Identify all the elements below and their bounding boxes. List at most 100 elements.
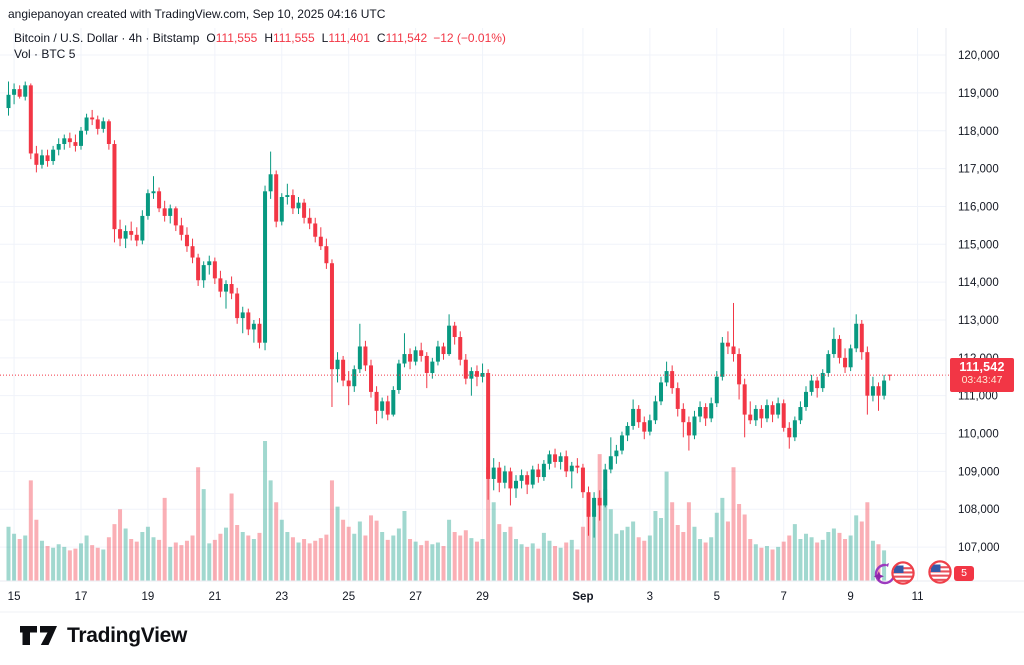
candle-body <box>168 208 173 216</box>
volume-label: Vol · BTC <box>14 47 66 61</box>
price-scale-label: 107,000 <box>958 542 1000 554</box>
candle-body <box>313 223 318 237</box>
candle-body <box>497 467 502 483</box>
time-scale-label: 29 <box>476 591 489 603</box>
volume-bar <box>441 546 446 581</box>
volume-bar <box>614 533 619 581</box>
candle-body <box>274 174 279 222</box>
volume-bar <box>346 526 351 581</box>
open-label: O <box>206 31 216 45</box>
candle-body <box>408 354 413 362</box>
candle-body <box>257 323 262 343</box>
candle-body <box>73 142 78 146</box>
sparkle-replay-icon[interactable] <box>872 561 898 587</box>
grid-layer <box>0 28 946 581</box>
volume-bar <box>725 521 730 581</box>
candle-body <box>770 405 775 415</box>
volume-bar <box>642 540 647 581</box>
candle-body <box>307 217 312 224</box>
candle-body <box>240 312 245 319</box>
volume-bar <box>408 539 413 581</box>
volume-bar <box>536 548 541 581</box>
candle-body <box>887 374 892 376</box>
volume-bar <box>502 532 507 581</box>
volume-bar <box>870 540 875 581</box>
tradingview-logo[interactable]: TradingView <box>18 622 187 650</box>
candle-body <box>112 144 117 230</box>
volume-bar <box>39 540 44 581</box>
candle-body <box>28 85 33 154</box>
volume-bar <box>681 532 686 581</box>
volume-bar <box>56 544 61 581</box>
volume-bar <box>129 539 134 581</box>
candle-body <box>558 456 563 462</box>
candle-body <box>129 231 134 235</box>
volume-bar <box>636 537 641 581</box>
price-scale-label: 114,000 <box>958 277 999 289</box>
volume-bar <box>497 524 502 581</box>
volume-bar <box>547 540 552 581</box>
candle-body <box>859 323 864 353</box>
candle-body <box>514 480 519 489</box>
candle-body <box>374 391 379 411</box>
candle-body <box>212 261 217 279</box>
candle-body <box>67 138 72 143</box>
price-scale[interactable] <box>946 28 1024 580</box>
volume-bar <box>424 540 429 581</box>
volume-bar <box>90 545 95 581</box>
volume-bar <box>837 532 842 581</box>
candle-body <box>235 293 240 319</box>
volume-bar <box>23 535 28 581</box>
candle-body <box>62 138 67 145</box>
candle-body <box>653 401 658 421</box>
candle-body <box>106 121 111 145</box>
volume-bar <box>848 535 853 581</box>
volume-bar <box>569 539 574 581</box>
candle-body <box>363 346 368 366</box>
volume-bar <box>145 526 150 581</box>
candle-body <box>714 376 719 404</box>
volume-bar <box>675 525 680 581</box>
candle-body <box>519 475 524 481</box>
volume-bar <box>742 514 747 581</box>
candle-body <box>753 408 758 421</box>
candle-body <box>742 384 747 415</box>
time-scale-label: 17 <box>75 591 88 603</box>
time-scale[interactable] <box>0 581 1024 609</box>
candle-body <box>592 497 597 517</box>
candle-body <box>352 369 357 387</box>
candle-body <box>848 348 853 368</box>
candle-body <box>698 407 703 417</box>
volume-bar <box>854 515 859 581</box>
us-flag-icon[interactable] <box>928 560 952 584</box>
price-scale-label: 116,000 <box>958 201 999 213</box>
volume-bar <box>34 519 39 581</box>
volume-bar <box>95 547 100 581</box>
candle-body <box>625 425 630 436</box>
time-scale-label: 23 <box>275 591 288 603</box>
candle-body <box>34 153 39 165</box>
symbol-title[interactable]: Bitcoin / U.S. Dollar · 4h · Bitstamp <box>14 31 200 45</box>
open-value: 111,555 <box>215 31 258 45</box>
low-value: 111,401 <box>328 31 370 45</box>
candle-body <box>603 469 608 506</box>
volume-bar <box>413 541 418 581</box>
candle-body <box>569 465 574 472</box>
volume-bar <box>324 534 329 581</box>
candle-body <box>474 371 479 377</box>
volume-bar <box>140 532 145 581</box>
volume-bar <box>106 537 111 581</box>
volume-bar <box>731 467 736 581</box>
candle-body <box>764 405 769 419</box>
volume-bar <box>318 538 323 581</box>
volume-bar <box>804 533 809 581</box>
volume-bar <box>118 509 123 581</box>
us-flag-icon[interactable] <box>891 561 915 585</box>
volume-bar <box>201 489 206 581</box>
time-scale-label: 11 <box>912 591 924 603</box>
candle-body <box>642 422 647 432</box>
candle-body <box>458 337 463 360</box>
candle-body <box>737 354 742 385</box>
volume-bar <box>781 541 786 581</box>
